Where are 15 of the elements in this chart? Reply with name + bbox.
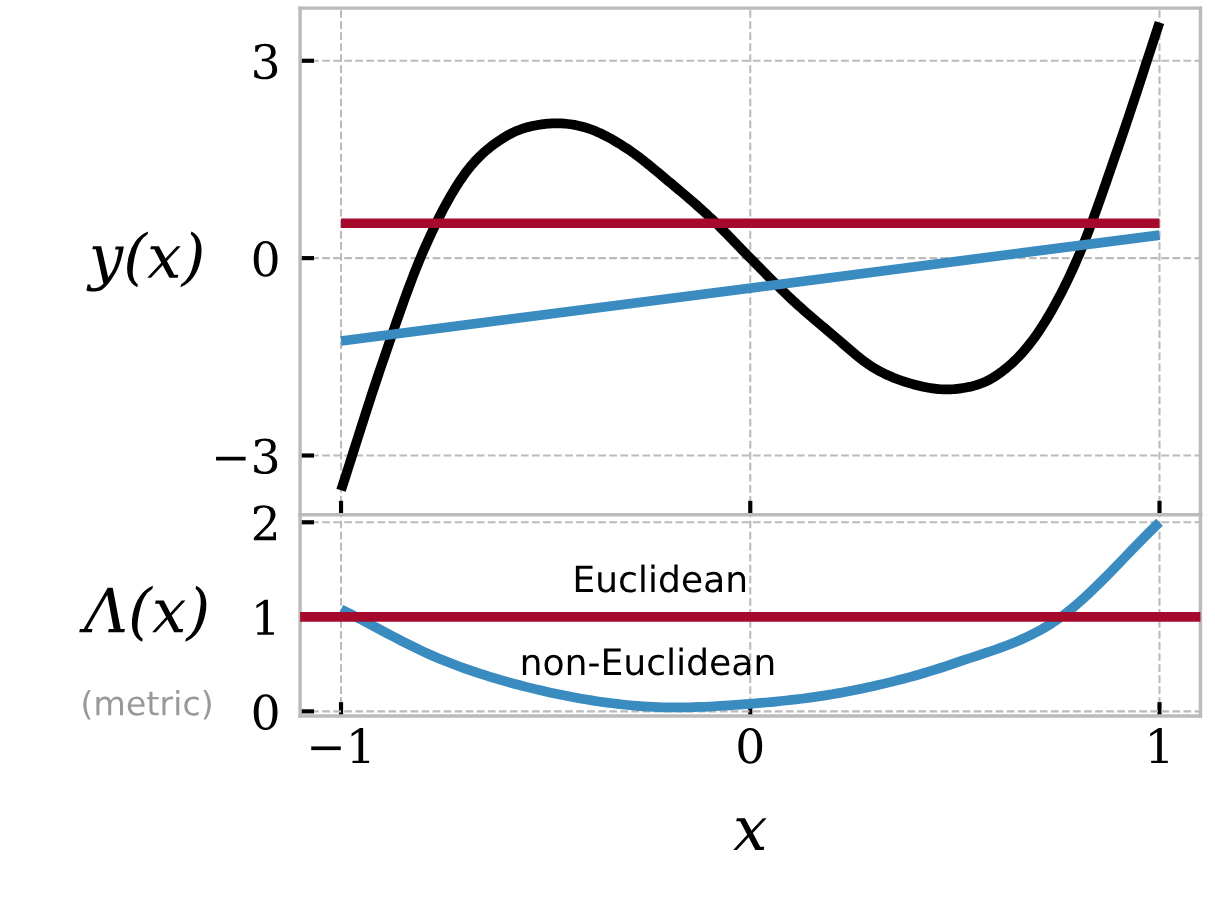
x-tick-label: 0 [738,728,763,764]
y-tick-label: 0 [253,241,278,277]
x-tick-label: 1 [1150,728,1168,764]
x-tick-label: −1 [311,728,370,764]
y-tick-label: 0 [253,694,278,730]
y-tick-label: 2 [253,505,277,541]
y-axis-title: Λ(x) [79,585,207,642]
y-axis-title: y(x) [86,231,202,292]
y-tick-label: 3 [254,43,278,80]
text: (metric) [83,689,211,720]
y-tick-label: 1 [256,599,274,635]
ref-line-label: Euclidean [575,564,746,593]
y-tick-label: −3 [216,438,278,475]
series-label: non-Euclidean [522,647,774,676]
x-axis-title: x [733,818,767,850]
